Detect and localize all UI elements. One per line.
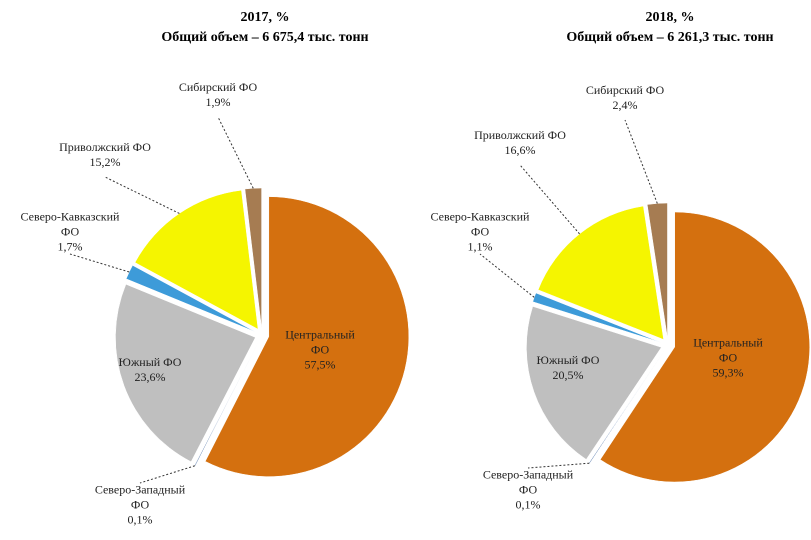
value-label: 15,2%: [89, 155, 121, 169]
slice-label: Приволжский ФО 15,2%: [50, 140, 160, 170]
slice-label: Южный ФО 20,5%: [513, 353, 623, 383]
category-name: Северо-Кавказский ФО: [20, 209, 120, 239]
pie-slice: [526, 306, 662, 460]
category-name: Приволжский ФО: [59, 140, 151, 154]
pie-slice: [115, 283, 256, 463]
category-name: Сибирский ФО: [178, 80, 258, 94]
category-name: Центральный ФО: [285, 327, 355, 357]
slice-label: Северо-Западный ФО 0,1%: [85, 483, 195, 528]
value-label: 16,6%: [504, 143, 536, 157]
leader-line: [69, 253, 130, 273]
slice-label: Центральный ФО 57,5%: [275, 328, 365, 373]
pie-slice: [646, 202, 668, 339]
value-label: 0,1%: [515, 497, 541, 512]
leader-line: [104, 176, 180, 214]
leader-line: [217, 116, 254, 189]
slice-label: Северо-Кавказский ФО 1,1%: [425, 210, 535, 255]
value-label: 1,1%: [467, 239, 493, 254]
leader-line: [139, 465, 196, 484]
value-label: 2,4%: [612, 98, 638, 112]
slice-label: Центральный ФО 59,3%: [683, 336, 773, 381]
category-name: Северо-Кавказский ФО: [430, 209, 530, 239]
value-label: 20,5%: [552, 368, 584, 382]
category-name: Сибирский ФО: [585, 83, 665, 97]
category-name: Приволжский ФО: [474, 128, 566, 142]
slice-label: Сибирский ФО 1,9%: [163, 80, 273, 110]
value-label: 1,9%: [205, 95, 231, 109]
value-label: 59,3%: [712, 365, 744, 380]
slice-label: Северо-Западный ФО 0,1%: [473, 468, 583, 513]
pie-slice: [134, 189, 259, 330]
pie-slice: [537, 205, 664, 340]
leader-line: [519, 164, 580, 235]
chart-title: 2017, %: [240, 10, 290, 25]
leader-line: [479, 253, 535, 298]
category-name: Северо-Западный ФО: [94, 482, 186, 512]
slice-label: Сибирский ФО 2,4%: [570, 83, 680, 113]
value-label: 0,1%: [127, 512, 153, 527]
pie-slice: [204, 196, 410, 477]
chart-subtitle: Общий объем – 6 261,3 тыс. тонн: [566, 30, 774, 45]
slice-label: Северо-Кавказский ФО 1,7%: [15, 210, 125, 255]
chart-subtitle: Общий объем – 6 675,4 тыс. тонн: [161, 30, 369, 45]
chart-title: 2018, %: [645, 10, 695, 25]
category-name: Южный ФО: [536, 353, 600, 367]
leader-line: [624, 119, 658, 204]
pie-slice: [532, 292, 662, 343]
category-name: Южный ФО: [118, 355, 182, 369]
slice-label: Южный ФО 23,6%: [95, 355, 205, 385]
value-label: 23,6%: [134, 370, 166, 384]
value-label: 1,7%: [57, 239, 83, 254]
pie-slice: [599, 211, 810, 483]
value-label: 57,5%: [304, 357, 336, 372]
slice-label: Приволжский ФО 16,6%: [465, 128, 575, 158]
category-name: Центральный ФО: [693, 335, 763, 365]
category-name: Северо-Западный ФО: [482, 467, 574, 497]
